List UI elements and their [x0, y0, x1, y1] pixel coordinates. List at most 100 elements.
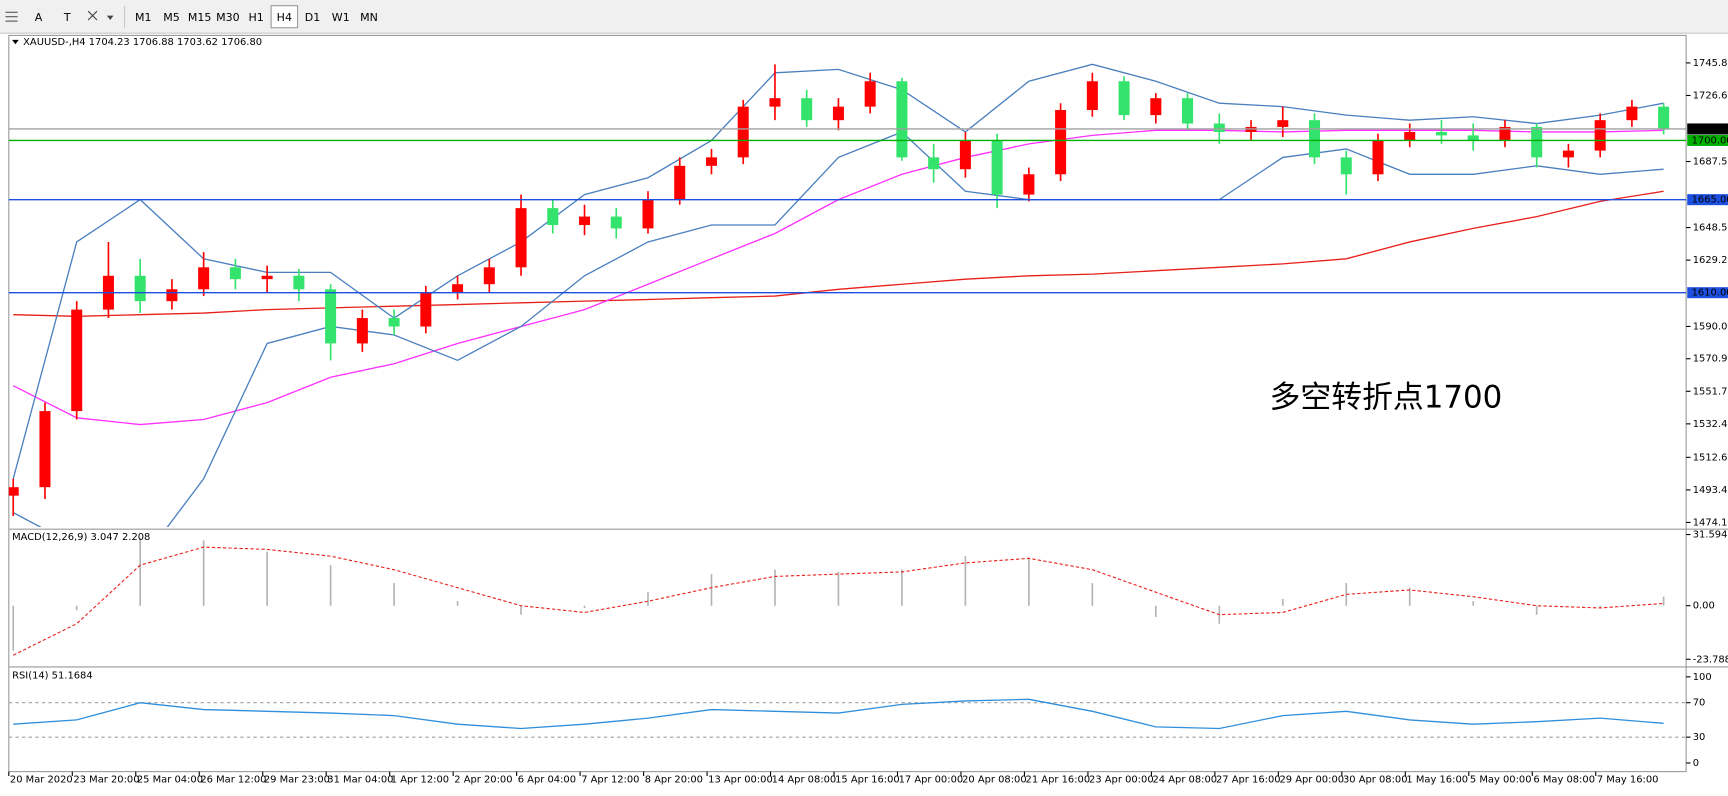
panel-title: XAUUSD-,H4 1704.23 1706.88 1703.62 1706.…: [23, 37, 262, 48]
candle-body: [1467, 135, 1479, 141]
y-tick-label: 1590.05: [1693, 321, 1728, 332]
timeframe-button[interactable]: [299, 5, 326, 28]
timeframe-label: M30: [216, 11, 240, 24]
x-tick-label: 6 Apr 04:00: [518, 774, 576, 785]
y-tick-label: 1648.50: [1693, 223, 1728, 234]
x-tick-label: 17 Apr 00:00: [899, 774, 964, 785]
y-tick-label: 70: [1693, 698, 1706, 709]
overlay-line: [12, 131, 1664, 527]
candle-body: [134, 275, 146, 302]
timeframe-button[interactable]: [130, 5, 157, 28]
candle-body: [991, 140, 1003, 195]
x-tick-label: 27 Apr 16:00: [1216, 774, 1281, 785]
tool-label: T: [63, 11, 71, 24]
menu-icon[interactable]: [5, 11, 18, 22]
annotation: 多空转折点1700: [1270, 380, 1503, 416]
x-tick-label: 14 Apr 08:00: [772, 774, 837, 785]
panel-title: RSI(14) 51.1684: [12, 671, 93, 682]
candle-body: [198, 267, 210, 290]
x-tick-label: 29 Mar 23:00: [264, 774, 330, 785]
y-tick-label: 1570.95: [1693, 354, 1728, 365]
x-tick-label: 15 Apr 16:00: [835, 774, 900, 785]
x-tick-label: 6 May 08:00: [1533, 774, 1595, 785]
y-tick-label: 1512.65: [1693, 452, 1728, 463]
x-tick-label: 25 Mar 04:00: [137, 774, 203, 785]
y-tick-label: 30: [1693, 732, 1706, 743]
timeframe-button[interactable]: [186, 5, 213, 28]
timeframe-button[interactable]: [214, 5, 242, 28]
timeframe-label: MN: [360, 11, 378, 24]
y-tick-label: 0.00: [1693, 601, 1715, 612]
candle-body: [579, 216, 591, 226]
y-tick-label: 1629.25: [1693, 255, 1728, 266]
tool-button[interactable]: [57, 6, 78, 27]
x-tick-label: 1 Apr 12:00: [391, 774, 449, 785]
candle-body: [293, 275, 305, 290]
toolbar: A T M1 M5 M15 M30 H1 H4 D1 W1 MN: [0, 0, 1728, 34]
x-tick-label: 2 Apr 20:00: [454, 774, 512, 785]
overlay-line: [13, 190, 1664, 318]
level-label-bg: [1687, 123, 1728, 135]
x-tick-label: 20 Apr 08:00: [962, 774, 1027, 785]
candle-body: [610, 216, 622, 229]
x-tick-label: 24 Apr 08:00: [1153, 774, 1218, 785]
candle-body: [1340, 157, 1352, 175]
candle-body: [832, 106, 844, 121]
candle-body: [769, 98, 781, 107]
panel: [8, 698, 1687, 738]
candle-body: [1086, 81, 1098, 111]
candle-body: [356, 318, 368, 344]
y-tick-label: 1532.45: [1693, 419, 1728, 430]
x-tick-label: 7 May 16:00: [1597, 774, 1659, 785]
x-tick-label: 8 Apr 20:00: [645, 774, 703, 785]
crosshair-icon[interactable]: [87, 10, 114, 21]
candle-body: [959, 140, 971, 170]
candle-body: [1594, 120, 1606, 151]
timeframe-label: W1: [332, 11, 350, 24]
timeframe-button[interactable]: [242, 5, 270, 28]
y-tick-label: 1474.15: [1693, 517, 1728, 528]
candle-body: [1562, 150, 1574, 158]
candle-body: [642, 199, 654, 229]
x-tick-label: 5 May 00:00: [1470, 774, 1532, 785]
candle-body: [1277, 120, 1289, 127]
x-tick-label: 29 Apr 00:00: [1279, 774, 1344, 785]
x-tick-label: 30 Apr 08:00: [1343, 774, 1408, 785]
timeframe-button[interactable]: [158, 5, 185, 28]
candle-body: [674, 165, 686, 200]
candle-body: [71, 309, 83, 412]
x-tick-label: 26 Mar 12:00: [200, 774, 266, 785]
candle-body: [928, 157, 940, 170]
y-tick-label: 1745.85: [1693, 58, 1728, 69]
timeframe-label: D1: [305, 11, 321, 24]
candle-body: [1658, 106, 1670, 129]
candle-body: [39, 411, 51, 488]
candle-body: [1213, 123, 1225, 133]
rsi-line: [13, 698, 1664, 730]
level-label-bg: [1687, 287, 1728, 299]
x-tick-label: 7 Apr 12:00: [581, 774, 639, 785]
y-tick-label: 1551.70: [1693, 386, 1728, 397]
candle-body: [1372, 140, 1384, 175]
timeframe-button[interactable]: [355, 5, 383, 28]
candle-body: [896, 81, 908, 158]
candle-body: [705, 157, 717, 166]
candle-body: [737, 106, 749, 158]
timeframe-button[interactable]: [270, 5, 299, 29]
level-label-bg: [1687, 194, 1728, 206]
overlay-line: [12, 63, 1664, 479]
candle-body: [1435, 132, 1447, 136]
timeframe-button[interactable]: [327, 5, 354, 28]
candle-body: [801, 98, 813, 121]
timeframe-label: M5: [163, 11, 180, 24]
chart-menu-arrow[interactable]: [12, 39, 19, 45]
candle-body: [1499, 126, 1511, 141]
timeframe-label: M15: [188, 11, 212, 24]
tool-button[interactable]: [28, 6, 49, 27]
timeframe-label: M1: [135, 11, 152, 24]
level-label: 1665.00: [1692, 195, 1728, 206]
x-tick-label: 1 May 16:00: [1406, 774, 1468, 785]
x-tick-label: 20 Mar 2020: [10, 774, 73, 785]
timeframe-label: H4: [277, 11, 292, 24]
candle-body: [325, 289, 337, 344]
